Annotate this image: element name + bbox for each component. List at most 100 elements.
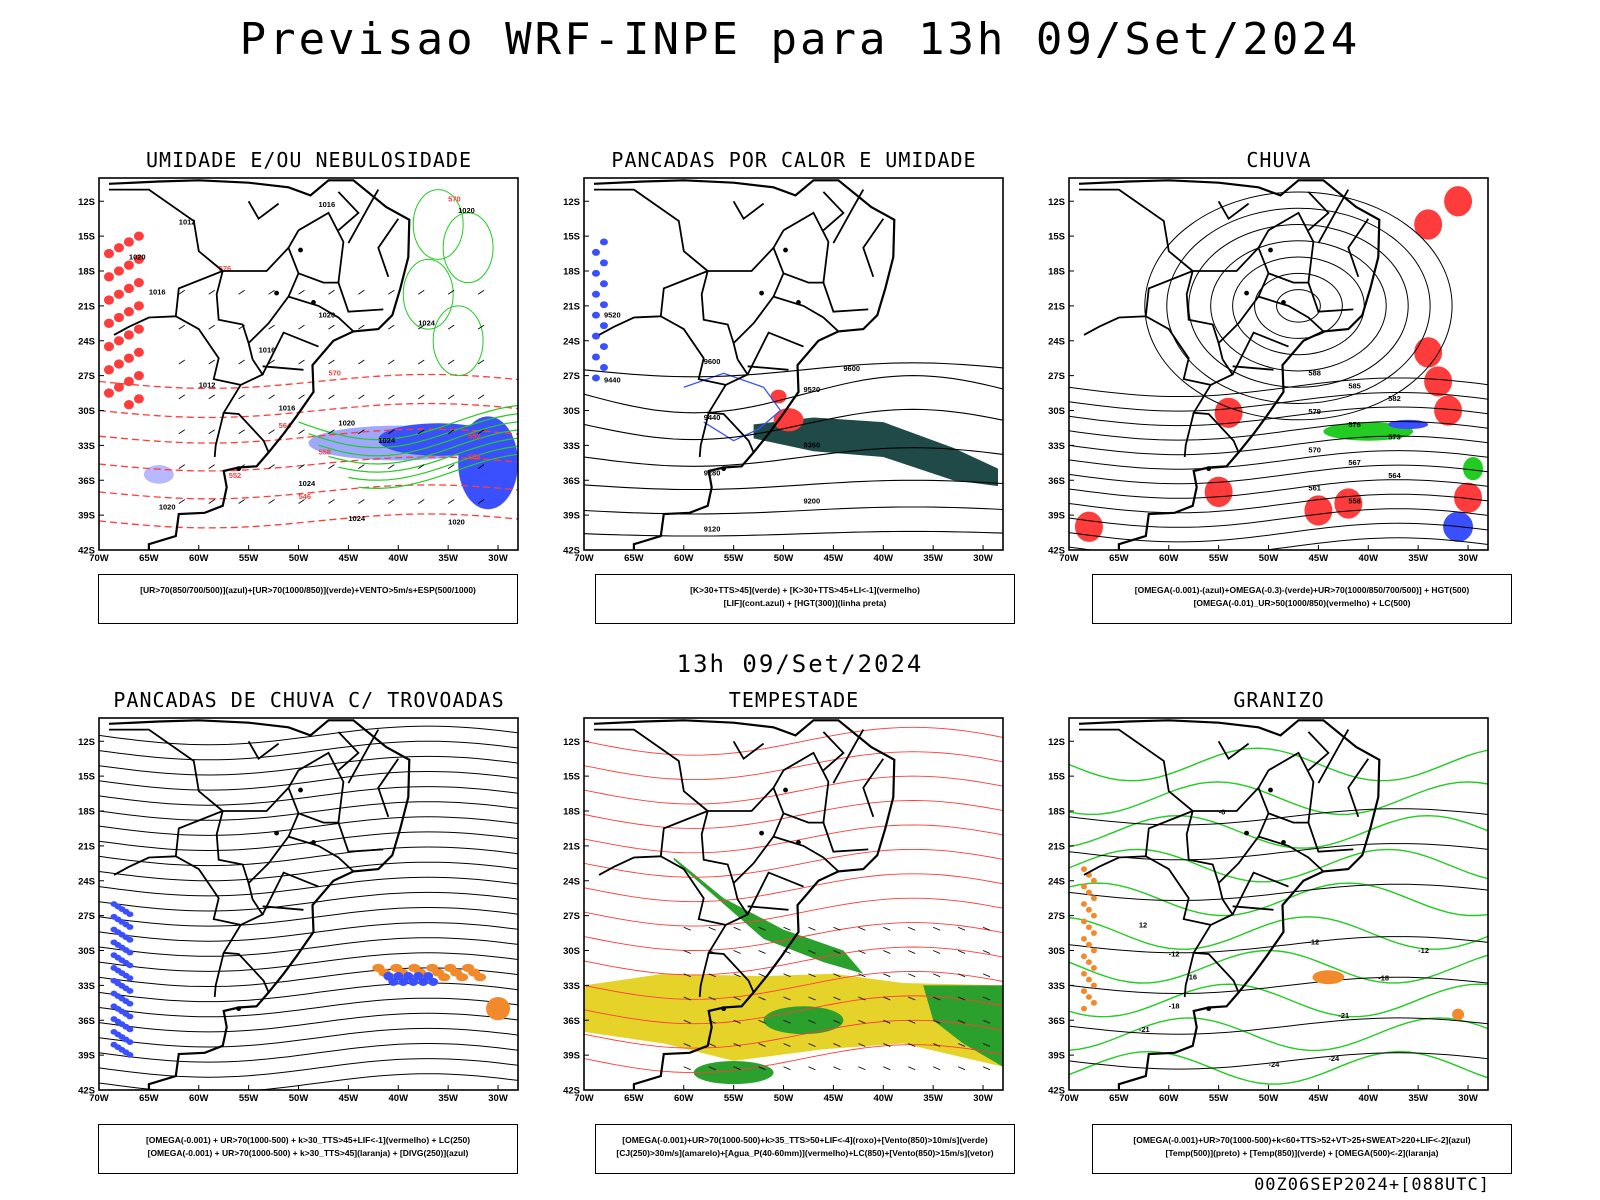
wind-arrow <box>477 394 485 400</box>
omega-area <box>1080 988 1087 995</box>
wind-vector <box>908 1066 916 1071</box>
streamline <box>1069 493 1488 514</box>
humidity-blob <box>113 312 124 323</box>
rain-area <box>1117 323 1130 335</box>
country-border <box>213 412 225 458</box>
streamline <box>99 846 518 867</box>
country-border <box>832 729 865 784</box>
wind-arrow <box>418 464 425 469</box>
country-border <box>213 952 225 998</box>
wind-vector <box>733 996 741 1001</box>
wind-arrow <box>208 324 215 330</box>
lat-tick-label: 30S <box>1048 946 1065 957</box>
country-border <box>1144 810 1211 926</box>
lat-tick-label: 33S <box>1048 441 1065 452</box>
country-border <box>1079 728 1194 812</box>
wind-arrow <box>208 499 215 504</box>
wind-arrow <box>178 394 186 400</box>
wind-arrow <box>328 499 335 504</box>
wind-arrow <box>418 429 425 435</box>
panel-trovoadas: PANCADAS DE CHUVA C/ TROVOADAS 12S 15S 18S… <box>64 688 554 1148</box>
country-border <box>215 810 254 900</box>
contour-label: 576 <box>1348 420 1361 429</box>
streamline <box>584 775 1003 805</box>
divergence-area <box>126 1013 134 1020</box>
streamline <box>584 873 1003 903</box>
lon-tick-label: 60W <box>1159 1093 1179 1104</box>
wind-arrow <box>178 324 186 330</box>
streamline <box>99 1073 518 1090</box>
lon-tick-label: 65W <box>624 553 644 564</box>
height-contour <box>584 479 1003 491</box>
humidity-blob <box>103 388 114 398</box>
lat-tick-label: 39S <box>563 1051 580 1062</box>
lon-tick-label: 45W <box>339 1093 359 1104</box>
divergence-area <box>423 972 434 981</box>
wind-arrow <box>388 464 395 469</box>
wind-arrow <box>328 359 335 365</box>
humidity-contour <box>308 413 518 449</box>
lat-tick-label: 30S <box>1048 406 1065 417</box>
contour-label: 9200 <box>803 497 820 506</box>
lat-tick-label: 39S <box>78 511 95 522</box>
wind-vector <box>932 926 941 931</box>
wind-arrow <box>477 429 485 435</box>
country-border <box>1257 211 1315 284</box>
lake-mark <box>759 290 764 296</box>
lon-tick-label: 45W <box>1309 553 1329 564</box>
omega-area <box>1090 912 1097 919</box>
wind-vector <box>708 1043 716 1047</box>
lat-tick-label: 42S <box>1048 1086 1065 1097</box>
omega-area <box>1312 970 1345 985</box>
humidity-blob <box>113 289 124 299</box>
main-title: Previsao WRF-INPE para 13h 09/Set/2024 <box>239 14 1361 65</box>
lon-tick-label: 70W <box>1059 1093 1079 1104</box>
hgt-ring <box>1276 289 1321 323</box>
lon-tick-label: 50W <box>289 1093 309 1104</box>
wind-vector <box>908 926 916 931</box>
omega-area <box>1080 935 1087 942</box>
contour-label: 558 <box>468 452 481 461</box>
divergence-area <box>126 924 134 930</box>
wind-arrow <box>388 359 395 365</box>
legend-line: [UR>70(850/700/500)](azul)+[UR>70(1000/8… <box>140 585 476 595</box>
omega-area <box>1090 895 1097 902</box>
coastline <box>1078 179 1381 550</box>
country-border <box>1232 905 1274 911</box>
lon-tick-label: 45W <box>824 553 844 564</box>
streamline <box>99 770 518 791</box>
lon-tick-label: 45W <box>824 1093 844 1104</box>
contour-label: 9280 <box>704 469 721 478</box>
country-border <box>698 412 710 458</box>
country-border <box>1192 358 1240 453</box>
wind-vector <box>733 950 741 954</box>
lat-tick-label: 12S <box>78 197 95 208</box>
omega-area <box>1080 866 1087 873</box>
temp850-contour <box>1069 882 1488 917</box>
thunder-area <box>486 997 511 1021</box>
legend-line: [OMEGA(-0.001)+UR>70(1000-500)+k>35_TTS>… <box>622 1135 988 1145</box>
rain-area <box>1111 300 1124 312</box>
height-contour <box>584 362 1003 378</box>
wind-vector <box>982 1043 991 1047</box>
omega-area <box>1452 1008 1465 1021</box>
lon-tick-label: 35W <box>923 1093 943 1104</box>
lon-tick-label: 30W <box>973 1093 993 1104</box>
lon-tick-label: 65W <box>139 1093 159 1104</box>
lif-area <box>599 364 608 371</box>
rain-area <box>1414 337 1443 368</box>
country-border <box>287 751 345 824</box>
map-content <box>99 719 518 1090</box>
streamline <box>99 786 518 806</box>
lat-tick-label: 21S <box>1048 301 1065 312</box>
lake-mark <box>721 1006 727 1012</box>
country-border <box>262 365 304 371</box>
lat-tick-label: 15S <box>78 232 95 243</box>
map-content <box>584 719 1003 1090</box>
contour-label: 9520 <box>604 311 621 320</box>
country-border <box>707 358 755 453</box>
lat-tick-label: 33S <box>78 981 95 992</box>
wind-arrow <box>268 289 275 295</box>
wind-vector <box>833 973 841 978</box>
temp850-contour <box>1069 983 1488 1018</box>
